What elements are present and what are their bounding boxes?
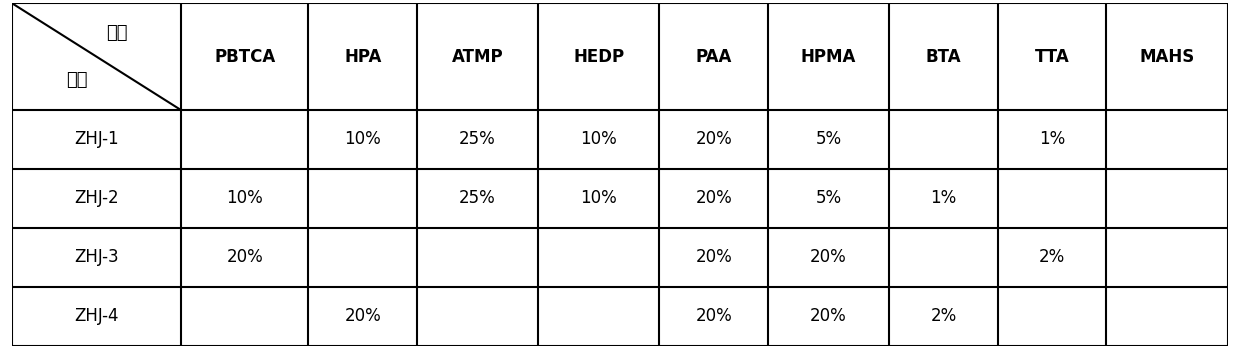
Text: BTA: BTA	[925, 48, 961, 66]
Text: 25%: 25%	[459, 131, 496, 148]
Text: PBTCA: PBTCA	[215, 48, 275, 66]
Text: HEDP: HEDP	[573, 48, 624, 66]
Text: 1%: 1%	[930, 190, 956, 207]
Text: PAA: PAA	[696, 48, 732, 66]
Text: HPA: HPA	[343, 48, 382, 66]
Text: ZHJ-3: ZHJ-3	[74, 248, 119, 266]
Text: 10%: 10%	[580, 190, 618, 207]
Text: 20%: 20%	[227, 248, 263, 266]
Text: 20%: 20%	[810, 307, 847, 325]
Text: HPMA: HPMA	[801, 48, 857, 66]
Text: ZHJ-4: ZHJ-4	[74, 307, 119, 325]
Text: 2%: 2%	[930, 307, 956, 325]
Text: 5%: 5%	[816, 190, 842, 207]
Text: 20%: 20%	[345, 307, 381, 325]
Text: ZHJ-2: ZHJ-2	[74, 190, 119, 207]
Text: 5%: 5%	[816, 131, 842, 148]
Text: 编号: 编号	[66, 71, 87, 89]
Text: 成份: 成份	[107, 24, 128, 42]
Text: TTA: TTA	[1034, 48, 1070, 66]
Text: 20%: 20%	[696, 131, 732, 148]
Text: 20%: 20%	[696, 248, 732, 266]
Text: 10%: 10%	[345, 131, 381, 148]
Text: 10%: 10%	[227, 190, 263, 207]
Text: 1%: 1%	[1039, 131, 1065, 148]
Text: MAHS: MAHS	[1140, 48, 1194, 66]
Text: 10%: 10%	[580, 131, 618, 148]
Text: 25%: 25%	[459, 190, 496, 207]
Text: 20%: 20%	[696, 307, 732, 325]
Text: ZHJ-1: ZHJ-1	[74, 131, 119, 148]
Text: ATMP: ATMP	[451, 48, 503, 66]
Text: 2%: 2%	[1039, 248, 1065, 266]
Text: 20%: 20%	[696, 190, 732, 207]
Text: 20%: 20%	[810, 248, 847, 266]
